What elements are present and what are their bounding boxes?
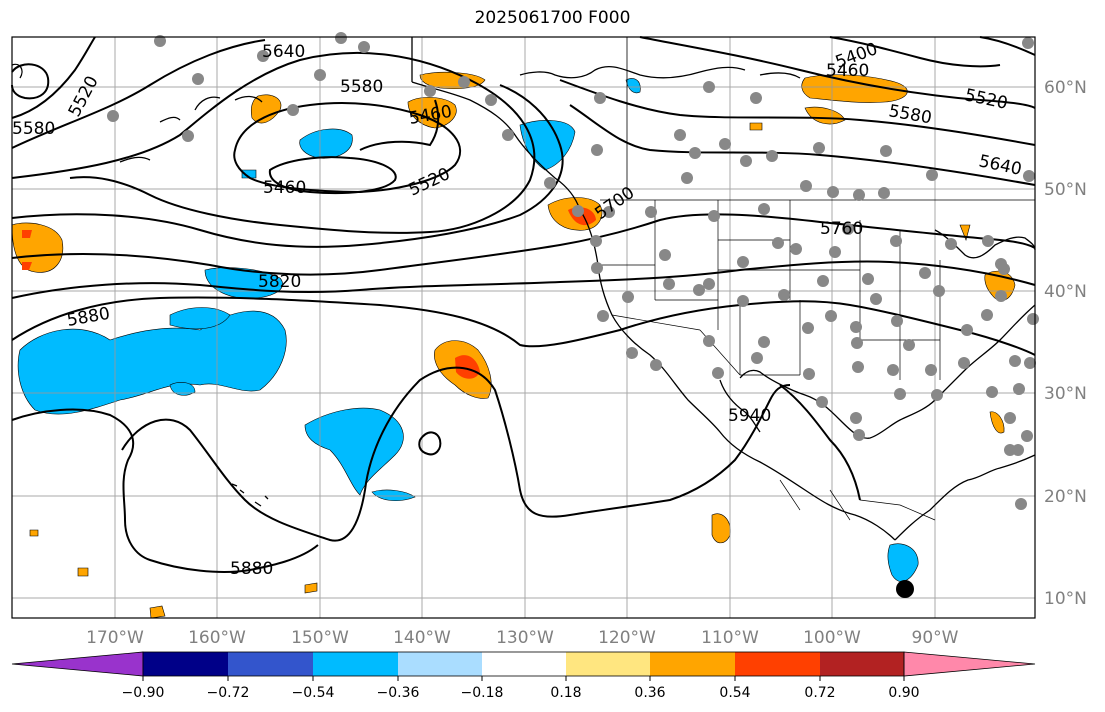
lon-tick-label: 90°W xyxy=(912,628,959,648)
political-borders xyxy=(598,37,1035,521)
height-contours xyxy=(11,36,1036,573)
lat-tick-label: 50°N xyxy=(1044,180,1087,200)
lat-tick-label: 40°N xyxy=(1044,282,1087,302)
contour-label: 5880 xyxy=(230,559,273,579)
colorbar-bin xyxy=(735,652,820,676)
lat-tick-label: 10°N xyxy=(1044,589,1087,609)
coastlines xyxy=(11,37,1036,541)
lon-tick-label: 150°W xyxy=(291,628,349,648)
contour-label: 5580 xyxy=(12,119,55,139)
map-frame xyxy=(11,36,1036,619)
colorbar-bin xyxy=(482,652,566,676)
contour-label: 5520 xyxy=(963,85,1009,114)
colorbar-tick-label: −0.54 xyxy=(292,685,335,701)
lat-lon-grid xyxy=(12,37,1035,618)
colorbar-right-extension xyxy=(903,651,1036,677)
precip-anomaly-shading xyxy=(11,71,1016,619)
lon-tick-label: 140°W xyxy=(393,628,451,648)
colorbar-tick-label: 0.90 xyxy=(888,685,919,701)
contour-label: 5880 xyxy=(65,304,111,331)
lon-tick-label: 170°W xyxy=(86,628,144,648)
colorbar-bin xyxy=(820,652,904,676)
colorbar-bin xyxy=(228,652,313,676)
contour-label: 5460 xyxy=(826,61,869,81)
colorbar-bin xyxy=(566,652,650,676)
contour-label: 5760 xyxy=(820,219,863,239)
latitude-labels: 10°N 20°N 30°N 40°N 50°N 60°N xyxy=(1044,78,1087,609)
colorbar-tick-label: −0.90 xyxy=(122,685,165,701)
map-title: 2025061700 F000 xyxy=(474,8,631,28)
colorbar-bin xyxy=(650,652,735,676)
lon-tick-label: 130°W xyxy=(496,628,554,648)
contour-label: 5520 xyxy=(406,164,454,200)
current-position-marker xyxy=(896,580,914,598)
colorbar-tick-label: −0.36 xyxy=(377,685,420,701)
contour-label: 5940 xyxy=(728,406,771,426)
lat-tick-label: 60°N xyxy=(1044,78,1087,98)
contour-label: 5820 xyxy=(258,272,301,292)
contour-label: 5520 xyxy=(65,73,103,121)
colorbar-bin xyxy=(398,652,482,676)
contour-label: 5640 xyxy=(262,42,305,62)
colorbar-tick-label: −0.18 xyxy=(461,685,504,701)
lon-tick-label: 100°W xyxy=(803,628,861,648)
colorbar-tick-label: 0.18 xyxy=(550,685,581,701)
station-markers xyxy=(107,32,1039,510)
colorbar: −0.90 −0.72 −0.54 −0.36 −0.18 0.18 0.36 … xyxy=(11,651,1036,701)
colorbar-tick-label: 0.72 xyxy=(804,685,835,701)
lon-tick-label: 120°W xyxy=(598,628,656,648)
lat-tick-label: 30°N xyxy=(1044,384,1087,404)
lat-tick-label: 20°N xyxy=(1044,487,1087,507)
contour-label: 5580 xyxy=(340,77,383,97)
colorbar-bin xyxy=(313,652,398,676)
colorbar-tick-label: 0.54 xyxy=(719,685,750,701)
lon-tick-label: 160°W xyxy=(188,628,246,648)
colorbar-tick-label: −0.72 xyxy=(207,685,250,701)
colorbar-left-extension xyxy=(11,651,144,677)
lon-tick-label: 110°W xyxy=(701,628,759,648)
colorbar-tick-label: 0.36 xyxy=(634,685,665,701)
contour-label: 5460 xyxy=(263,178,306,198)
longitude-labels: 170°W 160°W 150°W 140°W 130°W 120°W 110°… xyxy=(86,628,959,648)
colorbar-bin xyxy=(143,652,228,676)
